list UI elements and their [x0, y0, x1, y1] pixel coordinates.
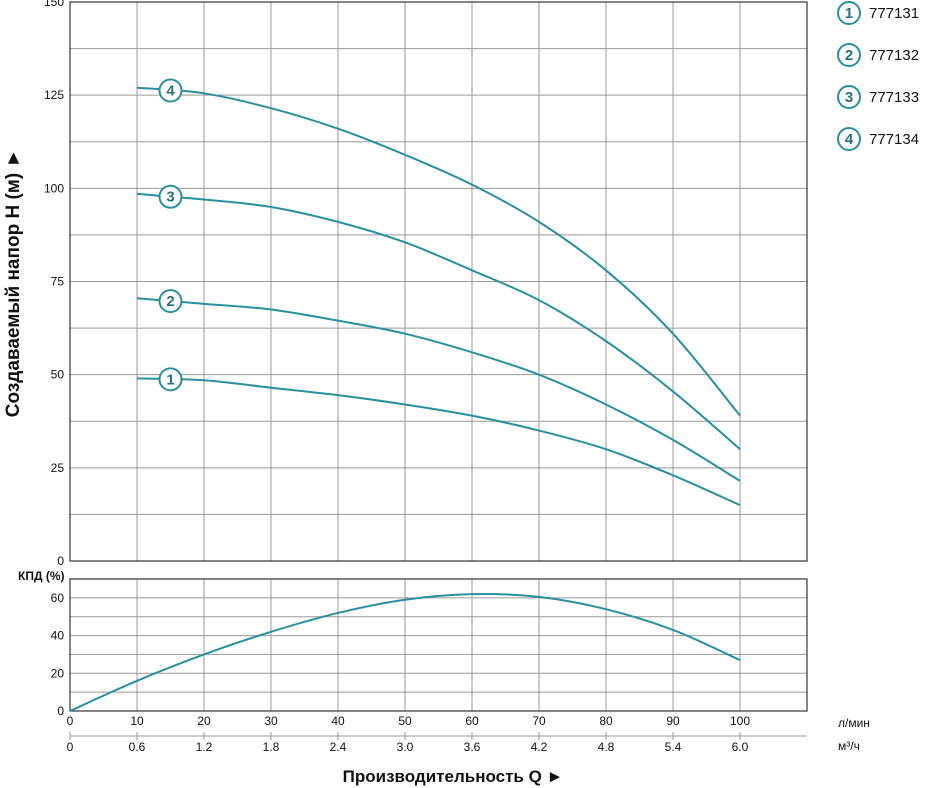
efficiency-y-tick-label: 60: [51, 591, 65, 605]
x-tick-label-m3h: 5.4: [665, 740, 682, 754]
efficiency-y-tick-label: 40: [51, 629, 65, 643]
head-y-tick-labels: 0 25 50 75 100 125 150: [44, 0, 64, 568]
head-chart-grid: [69, 1, 808, 562]
x-tick-label-m3h: 4.2: [531, 740, 548, 754]
efficiency-y-tick-labels: 0 20 40 60: [51, 591, 65, 718]
x-tick-label-m3h: 3.0: [397, 740, 414, 754]
x-tick-label-m3h: 6.0: [732, 740, 749, 754]
curve-marker-3: [158, 184, 183, 209]
legend-marker-number-3: 3: [845, 89, 853, 106]
x-tick-label-m3h: 1.8: [263, 740, 280, 754]
efficiency-chart-frame: [69, 578, 808, 712]
curve-marker-4: [158, 78, 183, 103]
legend-marker-1: [837, 1, 861, 25]
x-tick-label-lpm: 100: [730, 714, 750, 728]
curve-marker-label-4: 4: [166, 83, 175, 100]
head-y-tick-label: 50: [51, 368, 65, 382]
legend-label-1: 777131: [869, 5, 919, 22]
x-tick-label-m3h: 3.6: [464, 740, 481, 754]
x-tick-label-lpm: 80: [599, 714, 613, 728]
curve-marker-label-2: 2: [166, 293, 174, 310]
x-unit-m3h: м³/ч: [838, 739, 860, 753]
legend-marker-3: [837, 85, 861, 109]
legend-marker-number-1: 1: [845, 5, 853, 22]
x-unit-lpm: л/мин: [838, 716, 870, 730]
efficiency-curves: [69, 592, 741, 712]
x-tick-label-m3h: 0.6: [129, 740, 146, 754]
curve-marker-2: [158, 289, 183, 314]
efficiency-chart-grid: [69, 578, 808, 740]
head-y-tick-label: 125: [44, 88, 64, 102]
head-curve-777132: [136, 297, 741, 482]
x-tick-labels: 0 10 20 30 40 50 60 70 80 90 100 0 0.6 1.2 1.8 2.4 3.0 3.…: [67, 714, 751, 754]
legend-marker-4: [837, 127, 861, 151]
x-tick-label-m3h: 4.8: [598, 740, 615, 754]
x-tick-label-lpm: 10: [130, 714, 144, 728]
x-tick-label-m3h: 2.4: [330, 740, 347, 754]
efficiency-y-axis-title: КПД (%): [18, 569, 65, 583]
head-y-tick-label: 150: [44, 0, 64, 9]
head-curve-777134: [136, 86, 741, 417]
curve-marker-1: [158, 367, 183, 392]
head-y-tick-label: 100: [44, 181, 64, 195]
x-tick-label-lpm: 40: [331, 714, 345, 728]
efficiency-curve: [69, 592, 741, 712]
x-tick-label-lpm: 70: [532, 714, 546, 728]
x-tick-label-m3h: 1.2: [196, 740, 213, 754]
legend-marker-2: [837, 43, 861, 67]
legend-marker-number-4: 4: [845, 131, 854, 148]
head-curve-777131: [136, 377, 741, 507]
head-y-tick-label: 0: [57, 554, 64, 568]
efficiency-y-tick-label: 0: [57, 704, 64, 718]
x-tick-label-lpm: 20: [197, 714, 211, 728]
head-y-axis-title: Создаваемый напор H (м) ►: [3, 149, 24, 418]
head-y-tick-label: 75: [51, 275, 65, 289]
head-y-tick-label: 25: [51, 461, 65, 475]
x-tick-label-lpm: 50: [398, 714, 412, 728]
head-curves: 1 2 3 4: [136, 78, 741, 507]
legend-marker-number-2: 2: [845, 47, 853, 64]
legend: 1 777131 2 777132 3 777133 4 777134: [837, 1, 919, 151]
legend-label-3: 777133: [869, 89, 919, 106]
legend-label-4: 777134: [869, 131, 919, 148]
curve-marker-label-1: 1: [166, 371, 174, 388]
efficiency-y-tick-label: 20: [51, 666, 65, 680]
x-tick-label-m3h: 0: [67, 740, 74, 754]
head-curve-777133: [136, 192, 741, 450]
x-tick-label-lpm: 60: [465, 714, 479, 728]
head-chart-frame: [69, 1, 808, 562]
x-tick-label-lpm: 90: [666, 714, 680, 728]
x-axis-title: Производительность Q ►: [343, 767, 564, 786]
x-tick-label-lpm: 30: [264, 714, 278, 728]
curve-marker-label-3: 3: [166, 189, 174, 206]
legend-label-2: 777132: [869, 47, 919, 64]
x-tick-label-lpm: 0: [67, 714, 74, 728]
